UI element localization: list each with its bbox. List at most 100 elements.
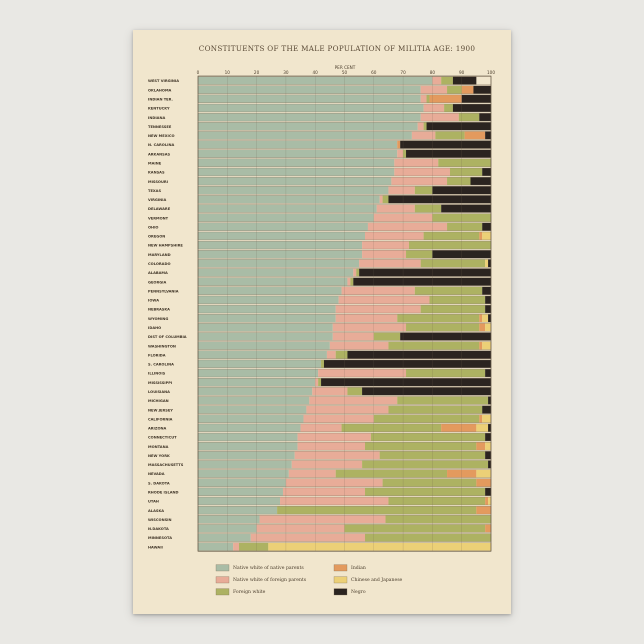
row-label: ILLINOIS (148, 372, 166, 376)
row-label: KANSAS (148, 171, 165, 175)
bar-segment (256, 524, 345, 533)
row-label: ALASKA (148, 509, 164, 513)
bar-segment (198, 122, 418, 131)
bar-segment (470, 177, 491, 186)
row-label: HAWAII (148, 545, 163, 549)
row-label: MISSOURI (148, 180, 168, 184)
bar-segment (476, 469, 491, 478)
bar-segment (359, 259, 421, 268)
bar-segment (485, 295, 491, 304)
bar-segment (376, 204, 415, 213)
bar-segment (198, 332, 333, 341)
bar-segment (414, 286, 483, 295)
bar-segment (198, 259, 360, 268)
bar-segment (309, 396, 398, 405)
bar-segment (479, 113, 491, 122)
bar-segment (367, 222, 448, 231)
bar-segment (198, 497, 281, 505)
row-label: OHIO (148, 225, 158, 229)
bar-segment (198, 359, 322, 368)
bar-segment (388, 341, 480, 350)
legend: Native white of native parents Native whi… (215, 564, 403, 596)
legend-label: Native white of native parents (233, 565, 304, 571)
bar-segment (485, 369, 491, 378)
bar-segment (250, 533, 366, 542)
bar-segment (417, 122, 424, 131)
bar-segment (485, 305, 491, 314)
bar-segment (406, 149, 491, 158)
bar-segment (394, 158, 439, 167)
bar-segment (198, 250, 363, 259)
bar-segment (198, 487, 283, 496)
row-label: S. DAKOTA (148, 481, 170, 485)
bar-segment (397, 149, 404, 158)
bar-segment (365, 231, 424, 240)
row-label: UTAH (148, 500, 159, 504)
bar-segment (482, 405, 491, 414)
tick-label: 20 (254, 70, 260, 75)
bar-segment (198, 158, 395, 167)
bar-segment (198, 204, 377, 213)
bar-segment (397, 396, 489, 405)
bar-segment (198, 140, 398, 149)
bar-segment (198, 433, 298, 441)
bar-segment (353, 277, 491, 286)
bar-segment (198, 451, 295, 460)
legend-swatch (215, 588, 230, 596)
row-label: MAINE (148, 161, 162, 165)
row-label: N.DAKOTA (148, 527, 169, 531)
bar-segment (485, 259, 489, 268)
bar-segment (476, 442, 486, 451)
bar-segment (488, 314, 491, 323)
bar-segment (388, 186, 415, 195)
bar-segment (288, 469, 336, 478)
axis-ticks: 0 10 20 30 40 50 60 70 80 90 100 (197, 70, 496, 75)
row-label: N. CAROLINA (148, 143, 174, 147)
chart-title: CONSTITUENTS OF THE MALE POPULATION OF M… (199, 44, 476, 53)
bar-segment (198, 186, 389, 195)
row-label: COLORADO (148, 262, 171, 266)
tick-label: 100 (487, 70, 495, 75)
bar-segment (397, 140, 401, 149)
bar-segment (347, 387, 363, 396)
bar-segment (488, 460, 491, 469)
bar-segment (391, 177, 448, 186)
bar-segment (426, 122, 491, 131)
bar-segment (344, 524, 486, 533)
bar-segment (321, 359, 324, 368)
row-label: NEW MEXICO (148, 134, 175, 138)
bar-segment (198, 369, 319, 378)
bar-segment (485, 323, 491, 332)
bar-segment (198, 104, 424, 112)
bar-segment (198, 277, 348, 286)
bar-segment (476, 506, 491, 515)
bar-segment (335, 314, 398, 323)
bar-segment (198, 241, 363, 250)
bar-segment (482, 341, 491, 350)
bar-segment (479, 414, 483, 423)
bar-segment (488, 259, 491, 268)
bar-segment (362, 241, 409, 250)
bar-segment (397, 314, 480, 323)
bar-segment (373, 414, 480, 423)
row-label: IOWA (148, 299, 159, 303)
row-label: OREGON (148, 235, 165, 239)
bar-segment (321, 378, 491, 387)
bar-segment (277, 506, 477, 515)
bar-segment (485, 433, 491, 441)
bar-segment (382, 195, 389, 204)
bar-segment (420, 305, 486, 314)
bar-segment (233, 542, 240, 551)
bar-segment (447, 222, 483, 231)
row-label: INDIANA (148, 116, 165, 120)
axis-label: PER CENT (335, 65, 356, 70)
row-label: GEORGIA (148, 280, 167, 284)
row-label: INDIAN TER. (148, 97, 173, 101)
bar-segment (198, 387, 313, 396)
row-label: CONNECTICUT (148, 436, 177, 440)
bar-segment (335, 469, 448, 478)
bar-segment (198, 231, 366, 240)
bar-segment (198, 542, 234, 551)
bar-segment (406, 250, 433, 259)
bar-segment (458, 113, 480, 122)
